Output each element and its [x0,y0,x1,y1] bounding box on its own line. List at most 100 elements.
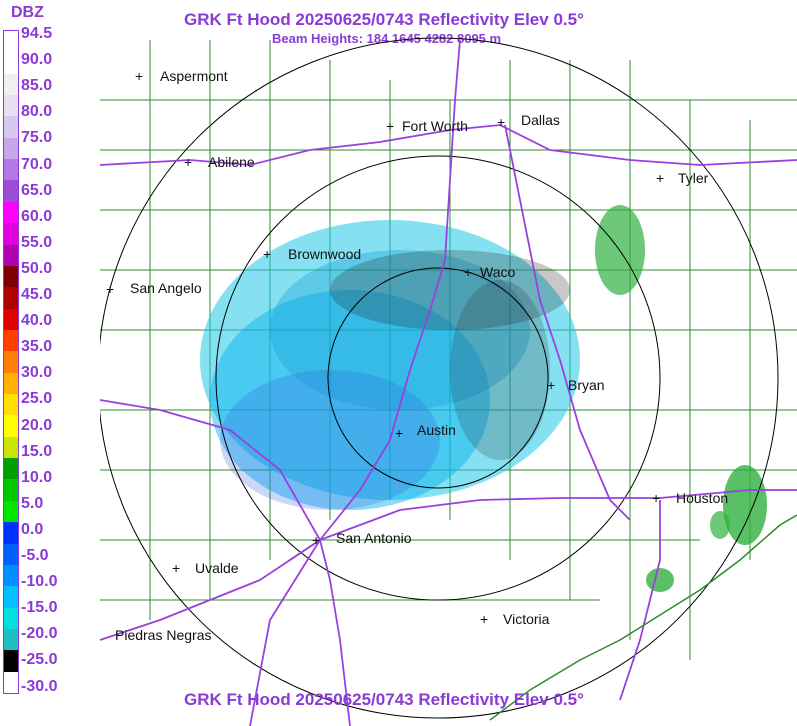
city-marker: + [172,560,180,576]
city-marker: + [656,170,664,186]
color-swatch [4,137,18,160]
city-piedras-negras: Piedras Negras [115,627,212,643]
city-label: Dallas [521,112,560,128]
city-label: Abilene [208,154,255,170]
city-marker: + [480,611,488,627]
city-abilene: + Abilene [184,154,255,170]
color-swatch [4,479,18,502]
color-swatch [4,308,18,331]
color-swatch [4,159,18,181]
beam-heights-label: Beam Heights: 184 1645 4282 8095 m [272,31,502,46]
legend-tick-label: -20.0 [21,625,58,643]
color-swatch [4,223,18,246]
city-waco: + Waco [464,264,515,280]
city-marker: + [652,490,660,506]
city-label: Aspermont [160,68,228,84]
city-bryan: + Bryan [547,377,605,393]
legend-tick-label: 94.5 [21,25,53,42]
color-swatch [4,329,18,352]
color-swatch [4,265,18,288]
city-marker: + [547,377,555,393]
radar-title-footer: GRK Ft Hood 20250625/0743 Reflectivity E… [184,690,584,709]
legend-tick-label: 70.0 [21,155,53,173]
legend-tick-label: 40.0 [21,312,53,330]
legend-tick-label: -10.0 [21,573,58,591]
color-swatch [4,73,18,96]
range-rings [100,37,779,719]
legend-tick-label: 85.0 [21,77,53,95]
city-austin: + Austin [395,422,456,441]
color-swatch [4,436,18,459]
color-swatch [4,522,18,544]
city-victoria: + Victoria [480,611,550,627]
color-swatch [4,607,18,630]
city-label: San Angelo [130,280,202,296]
city-dallas: + Dallas [497,112,560,130]
city-label: Austin [417,422,456,438]
legend-tick-label: 25.0 [21,390,53,408]
legend-tick-label: 15.0 [21,442,53,460]
city-marker: + [464,264,472,280]
color-swatch [4,564,18,587]
color-swatch [4,351,18,374]
legend-tick-label: 5.0 [21,494,44,512]
color-swatch [4,458,18,480]
color-swatch [4,650,18,673]
city-houston: + Houston [652,490,728,506]
legend-tick-label: 75.0 [21,129,53,147]
dbz-legend: DBZ 94.5 90.0 85.0 80.0 75.0 70.0 65.0 60.0 55.0… [0,0,100,726]
city-marker: + [106,281,114,297]
color-swatch [4,394,18,416]
city-label: Uvalde [195,560,239,576]
legend-tick-label: 45.0 [21,286,53,303]
city-label: Fort Worth [402,118,468,134]
legend-tick-label: 10.0 [21,468,53,486]
city-san-antonio: + San Antonio [312,530,412,548]
legend-tick-label: -25.0 [21,651,58,669]
color-swatch [4,628,18,651]
color-swatch [4,586,18,609]
city-brownwood: + Brownwood [263,246,361,262]
city-san-angelo: + San Angelo [106,280,202,297]
color-swatch [4,500,18,523]
city-label: Victoria [503,611,550,627]
legend-tick-label: 55.0 [21,233,53,251]
legend-tick-label: 90.0 [21,51,53,69]
color-swatch [4,244,18,267]
color-swatch [4,116,18,139]
legend-tick-label: -15.0 [21,599,58,617]
color-swatch [4,180,18,203]
city-label: Tyler [678,170,709,186]
legend-tick-label: 65.0 [21,181,53,199]
city-marker: + [395,425,403,441]
city-tyler: + Tyler [656,170,709,186]
legend-tick-label: 35.0 [21,338,53,356]
city-marker: + [263,246,271,262]
radar-title: GRK Ft Hood 20250625/0743 Reflectivity E… [184,10,584,29]
color-swatch [4,31,18,53]
legend-title: DBZ [11,4,44,21]
city-label: Piedras Negras [115,627,212,643]
legend-tick-label: 20.0 [21,416,53,434]
city-label: San Antonio [336,530,412,546]
city-label: Houston [676,490,728,506]
legend-tick-label: -30.0 [21,677,58,695]
color-scale-bar [3,30,19,694]
legend-tick-label: 30.0 [21,364,53,382]
highways [100,39,797,726]
radar-map: + Aspermont + Fort Worth + Dallas + Abil… [100,37,797,726]
coastline [489,514,797,721]
color-swatch [4,415,18,438]
color-swatch [4,372,18,395]
reflectivity-echoes [200,205,767,592]
city-marker: + [497,114,505,130]
legend-tick-label: 50.0 [21,259,53,277]
color-swatch [4,671,18,694]
city-label: Waco [480,264,515,280]
color-swatch [4,52,18,75]
legend-tick-label: 60.0 [21,207,53,225]
color-swatch [4,201,18,224]
legend-tick-label: 80.0 [21,103,53,121]
city-marker: + [184,154,192,170]
city-marker: + [312,532,320,548]
